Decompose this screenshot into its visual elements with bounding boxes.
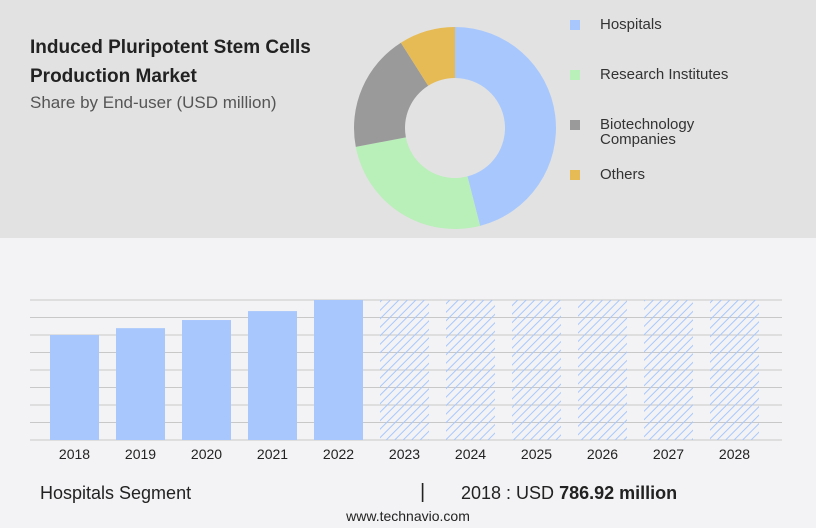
bar-2023 bbox=[380, 300, 429, 440]
donut-slice-biotechnology-companies bbox=[354, 42, 429, 147]
year-label: 2018 : USD bbox=[461, 483, 555, 503]
x-tick-label: 2025 bbox=[521, 446, 552, 462]
bar-2026 bbox=[578, 300, 627, 440]
x-tick-label: 2018 bbox=[59, 446, 90, 462]
legend-swatch bbox=[570, 120, 580, 130]
bar-2018 bbox=[50, 334, 99, 440]
bar-2019 bbox=[116, 328, 165, 440]
header-panel: Induced Pluripotent Stem Cells Productio… bbox=[0, 0, 816, 238]
segment-label: Hospitals Segment bbox=[40, 483, 192, 503]
segment-value: 2018 : USD 786.92 million bbox=[461, 483, 677, 504]
x-tick-label: 2028 bbox=[719, 446, 750, 462]
x-tick-label: 2026 bbox=[587, 446, 618, 462]
donut-slice-research-institutes bbox=[355, 137, 481, 229]
donut-chart bbox=[354, 27, 556, 229]
bar-2027 bbox=[644, 300, 693, 440]
donut-slice-others bbox=[400, 27, 455, 86]
legend-swatch bbox=[570, 170, 580, 180]
bar-2025 bbox=[512, 300, 561, 440]
x-tick-label: 2022 bbox=[323, 446, 354, 462]
x-tick-label: 2019 bbox=[125, 446, 156, 462]
bar-2024 bbox=[446, 300, 495, 440]
x-tick-label: 2024 bbox=[455, 446, 486, 462]
bar-2022 bbox=[314, 300, 363, 440]
legend-swatch bbox=[570, 70, 580, 80]
legend-label: Biotechnology Companies bbox=[600, 116, 695, 148]
legend-item-biotech: Biotechnology Companies bbox=[570, 117, 810, 149]
legend-item-hospitals: Hospitals bbox=[570, 17, 810, 49]
bar-2028 bbox=[710, 300, 759, 440]
value-label: 786.92 million bbox=[559, 483, 678, 503]
website-link[interactable]: www.technavio.com bbox=[346, 508, 470, 524]
x-tick-label: 2027 bbox=[653, 446, 684, 462]
separator: | bbox=[420, 481, 426, 503]
chart-title: Induced Pluripotent Stem Cells Productio… bbox=[30, 37, 311, 87]
bar-chart: 2018 2019 2020 2021 2022 2023 2024 2025 2026 2027… bbox=[30, 299, 782, 462]
legend-label: Others bbox=[600, 166, 646, 183]
legend-label: Research Institutes bbox=[600, 66, 729, 83]
x-tick-label: 2020 bbox=[191, 446, 222, 462]
bar-2021 bbox=[248, 311, 297, 440]
x-tick-label: 2021 bbox=[257, 446, 288, 462]
x-tick-label: 2023 bbox=[389, 446, 420, 462]
legend-item-others: Others bbox=[570, 167, 810, 199]
donut-slice-hospitals bbox=[455, 27, 556, 226]
legend-label: Hospitals bbox=[600, 16, 662, 33]
legend-swatch bbox=[570, 20, 580, 30]
bar-2020 bbox=[182, 320, 231, 440]
chart-subtitle: Share by End-user (USD million) bbox=[30, 93, 277, 112]
legend-item-research: Research Institutes bbox=[570, 67, 810, 99]
